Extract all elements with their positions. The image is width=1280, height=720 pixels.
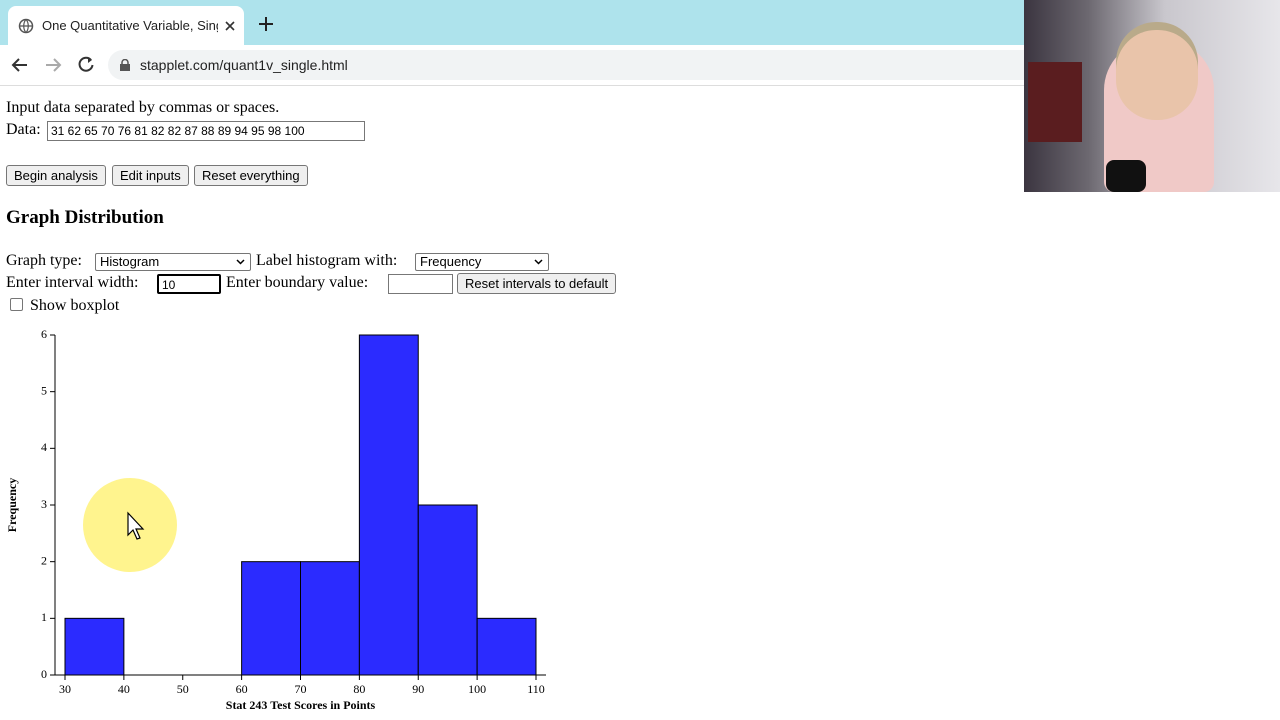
boundary-label: Enter boundary value: [226, 274, 369, 291]
url-text: stapplet.com/quant1v_single.html [140, 57, 348, 73]
webcam-face [1116, 30, 1198, 120]
label-with-value: Frequency [420, 254, 482, 269]
begin-button[interactable]: Begin analysis [6, 165, 106, 186]
histogram-chart: 0 1 2 3 4 5 6 30 40 50 60 70 80 90 100 110 Stat 243 Test… [5, 327, 546, 712]
show-boxplot-label: Show boxplot [30, 297, 120, 314]
new-tab[interactable] [258, 16, 274, 32]
x-tick-label: 40 [118, 682, 130, 696]
y-tick-label: 1 [41, 610, 47, 624]
y-axis-label: Frequency [5, 478, 19, 532]
graph-type-label: Graph type: [6, 252, 82, 269]
graph-type-value: Histogram [100, 254, 160, 269]
lock-icon [120, 59, 130, 71]
x-tick-label: 90 [412, 682, 424, 696]
webcam-overlay [1024, 0, 1280, 192]
dropdown-arrow [534, 259, 543, 265]
x-tick-label: 30 [59, 682, 71, 696]
x-tick-label: 60 [236, 682, 248, 696]
bar [300, 561, 360, 676]
bar [358, 334, 419, 676]
reset-intervals-button[interactable]: Reset intervals to default [457, 273, 617, 294]
edit-button[interactable]: Edit inputs [112, 165, 189, 186]
x-tick-label: 70 [295, 682, 307, 696]
instruction: Input data separated by commas or spaces… [6, 99, 280, 116]
globe-icon [18, 18, 34, 34]
x-tick-label: 110 [527, 682, 545, 696]
label-with-select[interactable]: Frequency [415, 253, 549, 271]
dropdown-arrow [236, 259, 245, 265]
x-tick-label: 100 [468, 682, 486, 696]
graph-type-select[interactable]: Histogram [95, 253, 251, 271]
bar [476, 617, 537, 676]
webcam-painting [1028, 62, 1082, 142]
bar [417, 504, 478, 676]
tab[interactable]: One Quantitative Variable, Single [8, 6, 244, 45]
bar [64, 617, 125, 676]
y-tick-label: 2 [41, 553, 47, 567]
nav-buttons[interactable] [10, 55, 100, 75]
data-label: Data: [6, 121, 41, 138]
webcam-mic [1106, 160, 1146, 192]
boundary-input[interactable] [388, 274, 453, 294]
label-with-label: Label histogram with: [256, 252, 398, 269]
x-tick-label: 50 [177, 682, 189, 696]
y-tick-label: 3 [41, 497, 47, 511]
mouse-cursor [127, 511, 145, 540]
interval-width-label: Enter interval width: [6, 274, 139, 291]
x-tick-label: 80 [353, 682, 365, 696]
data-input[interactable]: 31 62 65 70 76 81 82 82 87 88 89 94 95 9… [47, 121, 365, 141]
tab-title: One Quantitative Variable, Single [42, 18, 218, 33]
y-tick-label: 5 [41, 383, 47, 397]
x-axis-label: Stat 243 Test Scores in Points [226, 698, 376, 712]
y-tick-label: 0 [41, 667, 47, 681]
section-title: Graph Distribution [6, 207, 164, 228]
y-tick-label: 6 [41, 327, 47, 341]
boxplot-checkbox[interactable] [10, 298, 23, 311]
close-tab[interactable] [224, 20, 236, 32]
y-tick-label: 4 [41, 440, 47, 454]
bar [241, 561, 301, 676]
reset-button[interactable]: Reset everything [194, 165, 308, 186]
interval-width-input[interactable]: 10 [157, 274, 221, 294]
